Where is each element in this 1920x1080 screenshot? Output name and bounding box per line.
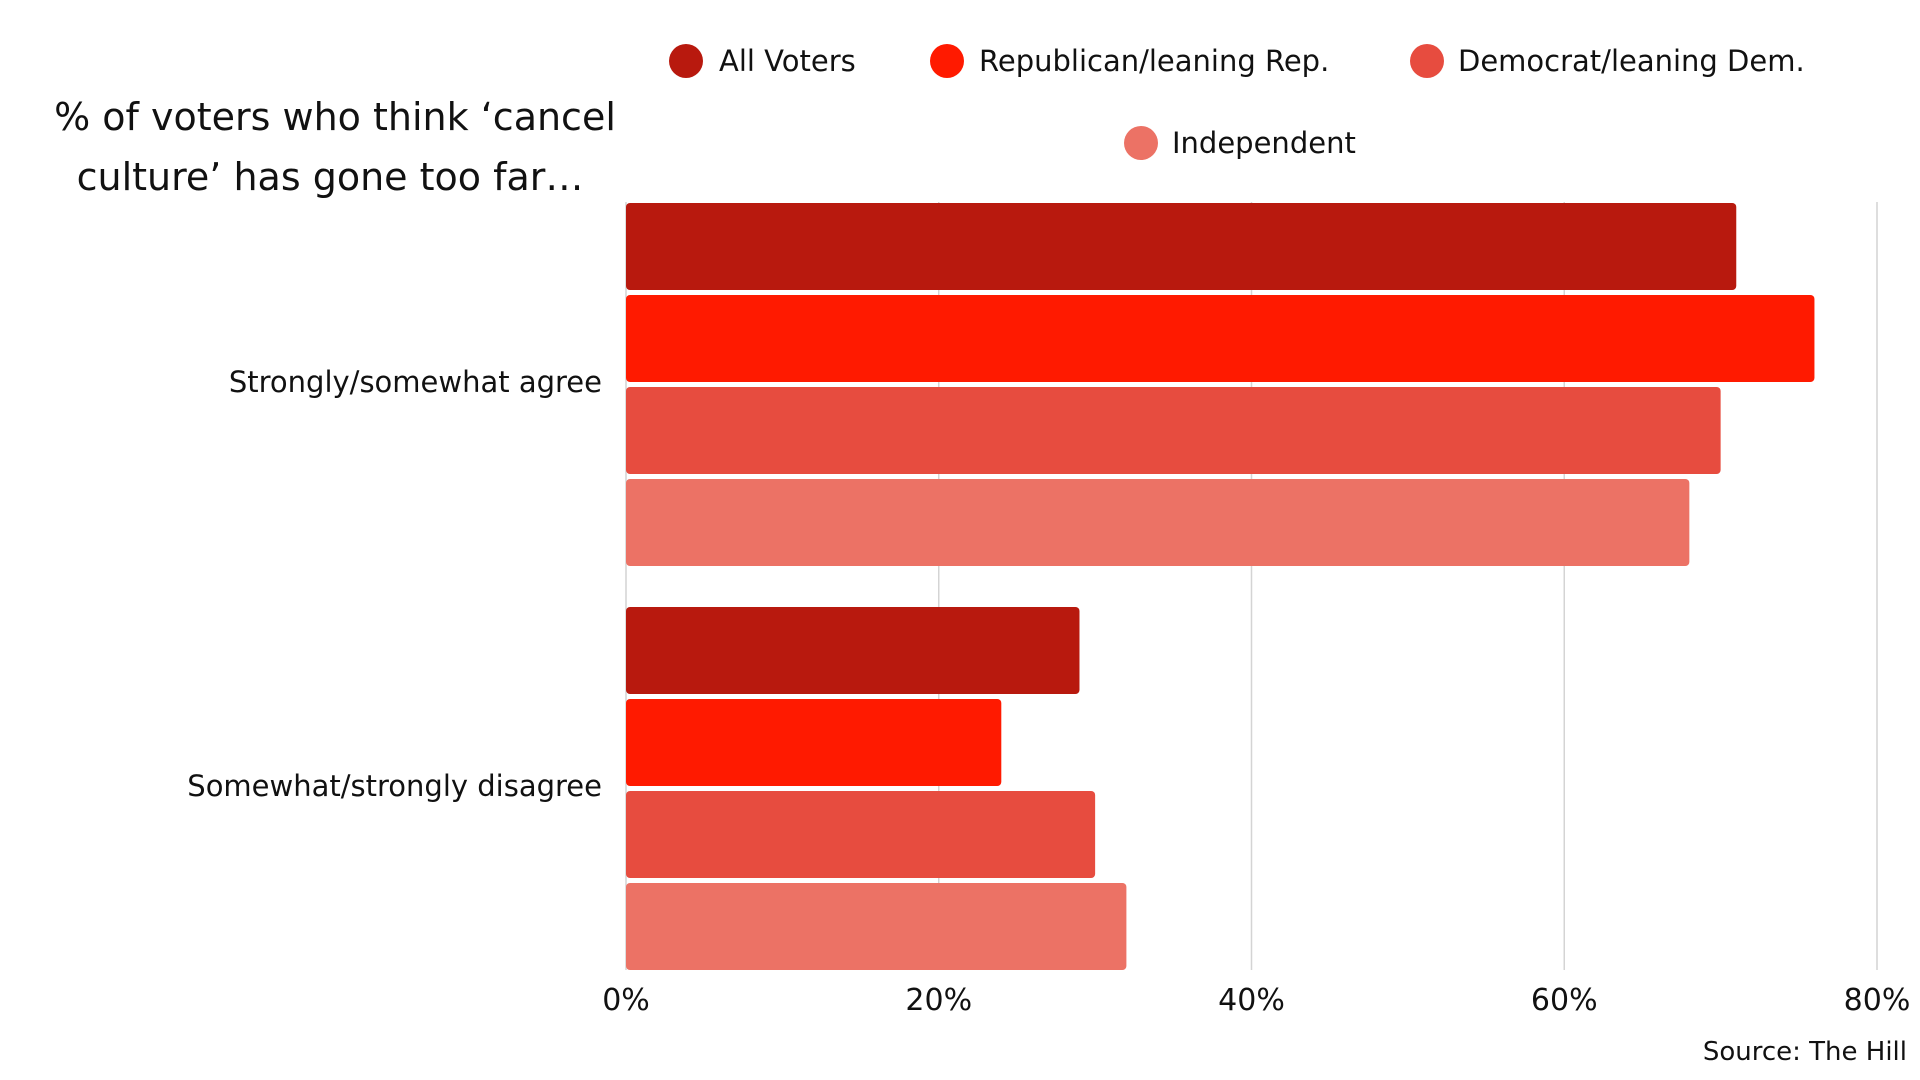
source-note: Source: The Hill: [1703, 1037, 1907, 1067]
chart-title-line-2: culture’ has gone too far…: [77, 155, 584, 199]
x-tick-label-0: 0%: [602, 983, 650, 1018]
category-label-disagree: Somewhat/strongly disagree: [187, 769, 602, 803]
legend-label-3: Independent: [1172, 126, 1356, 160]
bar-disagree-0: [626, 607, 1080, 694]
legend-label-0: All Voters: [719, 44, 856, 78]
x-tick-label-80: 80%: [1844, 983, 1911, 1018]
chart-title-line-1: % of voters who think ‘cancel: [54, 95, 616, 139]
bar-disagree-2: [626, 791, 1096, 878]
bar-agree-1: [626, 295, 1815, 382]
bar-agree-0: [626, 203, 1737, 290]
bars: [626, 203, 1815, 970]
category-label-agree: Strongly/somewhat agree: [229, 365, 602, 399]
legend-marker-1: [930, 44, 964, 78]
bar-disagree-3: [626, 883, 1127, 970]
x-tick-label-40: 40%: [1218, 983, 1285, 1018]
legend-marker-2: [1410, 44, 1444, 78]
legend: All Voters Republican/leaning Rep. Democra…: [669, 44, 1805, 160]
bar-agree-2: [626, 387, 1721, 474]
legend-marker-0: [669, 44, 703, 78]
bar-disagree-1: [626, 699, 1002, 786]
legend-marker-3: [1124, 126, 1158, 160]
bar-agree-3: [626, 479, 1690, 566]
x-tick-label-60: 60%: [1531, 983, 1598, 1018]
legend-label-1: Republican/leaning Rep.: [979, 44, 1329, 78]
legend-label-2: Democrat/leaning Dem.: [1458, 44, 1805, 78]
x-tick-label-20: 20%: [905, 983, 972, 1018]
x-axis-ticks: 0% 20% 40% 60% 80%: [602, 983, 1910, 1018]
